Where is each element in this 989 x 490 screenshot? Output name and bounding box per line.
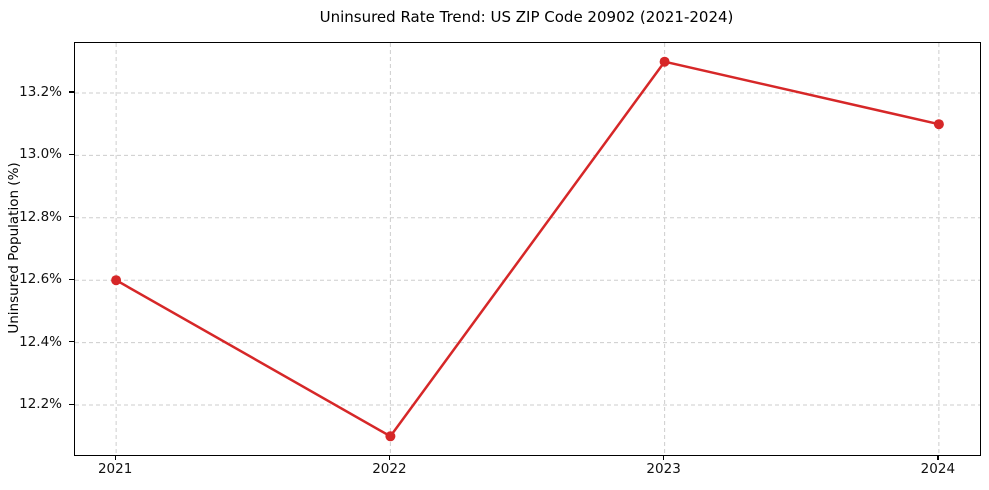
y-tick-mark <box>69 341 74 343</box>
y-tick-label: 13.0% <box>19 146 62 163</box>
data-line <box>114 60 941 438</box>
data-point-marker <box>659 56 670 67</box>
y-tick-label: 13.2% <box>19 83 62 100</box>
y-tick-mark <box>69 153 74 156</box>
x-tick-label: 2021 <box>97 461 133 477</box>
x-tick-label: 2022 <box>372 461 407 477</box>
data-point-marker <box>111 275 122 286</box>
y-tick-label: 12.8% <box>19 208 62 225</box>
line-chart-svg <box>75 43 980 455</box>
y-tick-mark <box>69 403 74 405</box>
plot-area <box>74 42 981 456</box>
y-tick-label: 12.4% <box>19 333 62 350</box>
data-point-marker <box>385 431 396 442</box>
x-tick-label: 2024 <box>920 461 956 477</box>
data-point-marker <box>933 119 944 130</box>
y-tick-mark <box>69 91 74 93</box>
x-tick-label: 2023 <box>646 461 681 477</box>
chart-title: Uninsured Rate Trend: US ZIP Code 20902 … <box>319 8 734 26</box>
y-tick-mark <box>69 216 74 218</box>
y-tick-label: 12.6% <box>19 271 62 288</box>
x-tick-mark <box>937 455 939 460</box>
y-tick-label: 12.2% <box>19 396 62 413</box>
y-tick-mark <box>69 278 74 280</box>
x-tick-mark <box>663 455 665 460</box>
x-tick-mark <box>114 455 116 460</box>
x-tick-mark <box>388 455 391 460</box>
y-axis-label: Uninsured Population (%) <box>6 162 22 334</box>
